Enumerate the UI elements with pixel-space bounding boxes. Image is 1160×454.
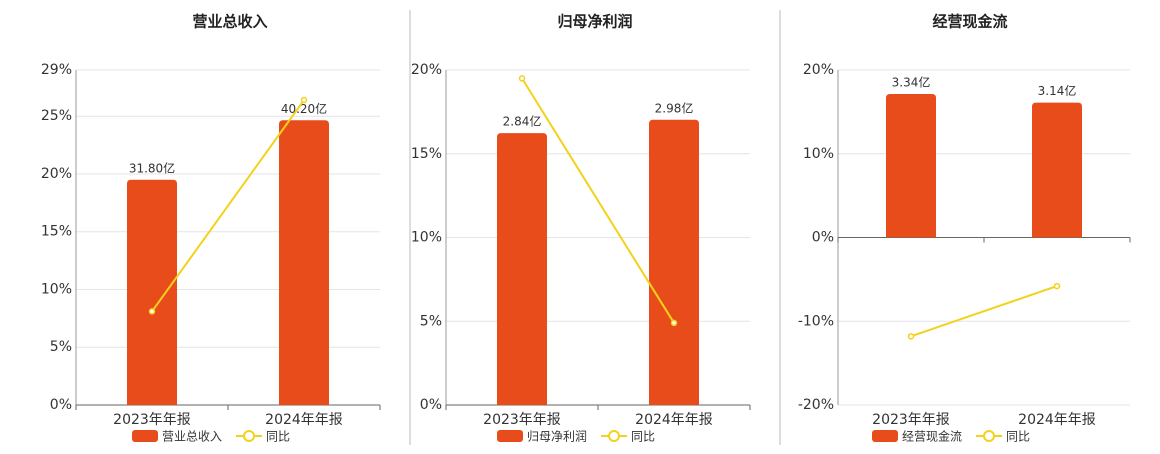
legend-label: 同比 [631, 430, 655, 444]
point [300, 96, 308, 104]
bar [497, 133, 547, 405]
y-tick-label: 0% [812, 230, 834, 246]
bar [1032, 102, 1082, 238]
chart-title: 经营现金流 [932, 13, 1007, 31]
data-label: 2.84亿 [503, 114, 542, 129]
y-tick-label: 10% [803, 146, 834, 162]
data-label: 31.80亿 [129, 160, 175, 175]
y-tick-label: -20% [798, 397, 834, 413]
y-tick-label: 0% [50, 397, 72, 413]
y-tick-label: 20% [411, 62, 442, 78]
y-tick-label: 10% [411, 230, 442, 246]
point [1053, 282, 1061, 290]
x-tick-label: 2024年年报 [265, 412, 343, 428]
legend-swatch [983, 430, 996, 442]
legend-swatch [872, 430, 898, 442]
data-label: 2.98亿 [655, 100, 694, 115]
legend-swatch [132, 430, 158, 442]
y-tick-label: 29% [41, 62, 72, 78]
line [151, 99, 305, 313]
chart-title: 归母净利润 [557, 13, 632, 31]
y-tick-label: 10% [41, 281, 72, 297]
data-label: 40.20亿 [281, 101, 327, 116]
x-tick-label: 2023年年报 [872, 412, 950, 428]
y-tick-label: 5% [420, 313, 442, 329]
x-tick-label: 2024年年报 [1018, 412, 1096, 428]
y-tick-label: 5% [50, 339, 72, 355]
legend-swatch [608, 430, 621, 442]
legend-swatch [243, 430, 256, 442]
legend-label: 归母净利润 [527, 430, 587, 444]
legend-label: 同比 [266, 430, 290, 444]
line [521, 77, 675, 324]
y-tick-label: 15% [41, 224, 72, 240]
y-tick-label: 15% [411, 146, 442, 162]
bar [279, 120, 329, 406]
bar [127, 179, 177, 405]
y-tick-label: -10% [798, 313, 834, 329]
bar [649, 119, 699, 406]
x-tick-label: 2023年年报 [483, 412, 561, 428]
y-tick-label: 0% [420, 397, 442, 413]
y-tick-label: 20% [803, 62, 834, 78]
legend-swatch [497, 430, 523, 442]
x-tick-label: 2024年年报 [635, 412, 713, 428]
x-tick-label: 2023年年报 [113, 412, 191, 428]
data-label: 3.34亿 [892, 75, 931, 90]
legend-label: 营业总收入 [162, 430, 222, 444]
point [907, 333, 915, 340]
point [670, 319, 678, 327]
line [910, 285, 1058, 338]
point [148, 308, 156, 315]
data-label: 3.14亿 [1038, 83, 1077, 98]
point [518, 75, 526, 82]
y-tick-label: 25% [41, 108, 72, 124]
chart-title: 营业总收入 [192, 13, 267, 31]
y-tick-label: 20% [41, 166, 72, 182]
legend-label: 同比 [1006, 430, 1030, 444]
bar [886, 94, 936, 238]
legend-label: 经营现金流 [902, 429, 962, 444]
